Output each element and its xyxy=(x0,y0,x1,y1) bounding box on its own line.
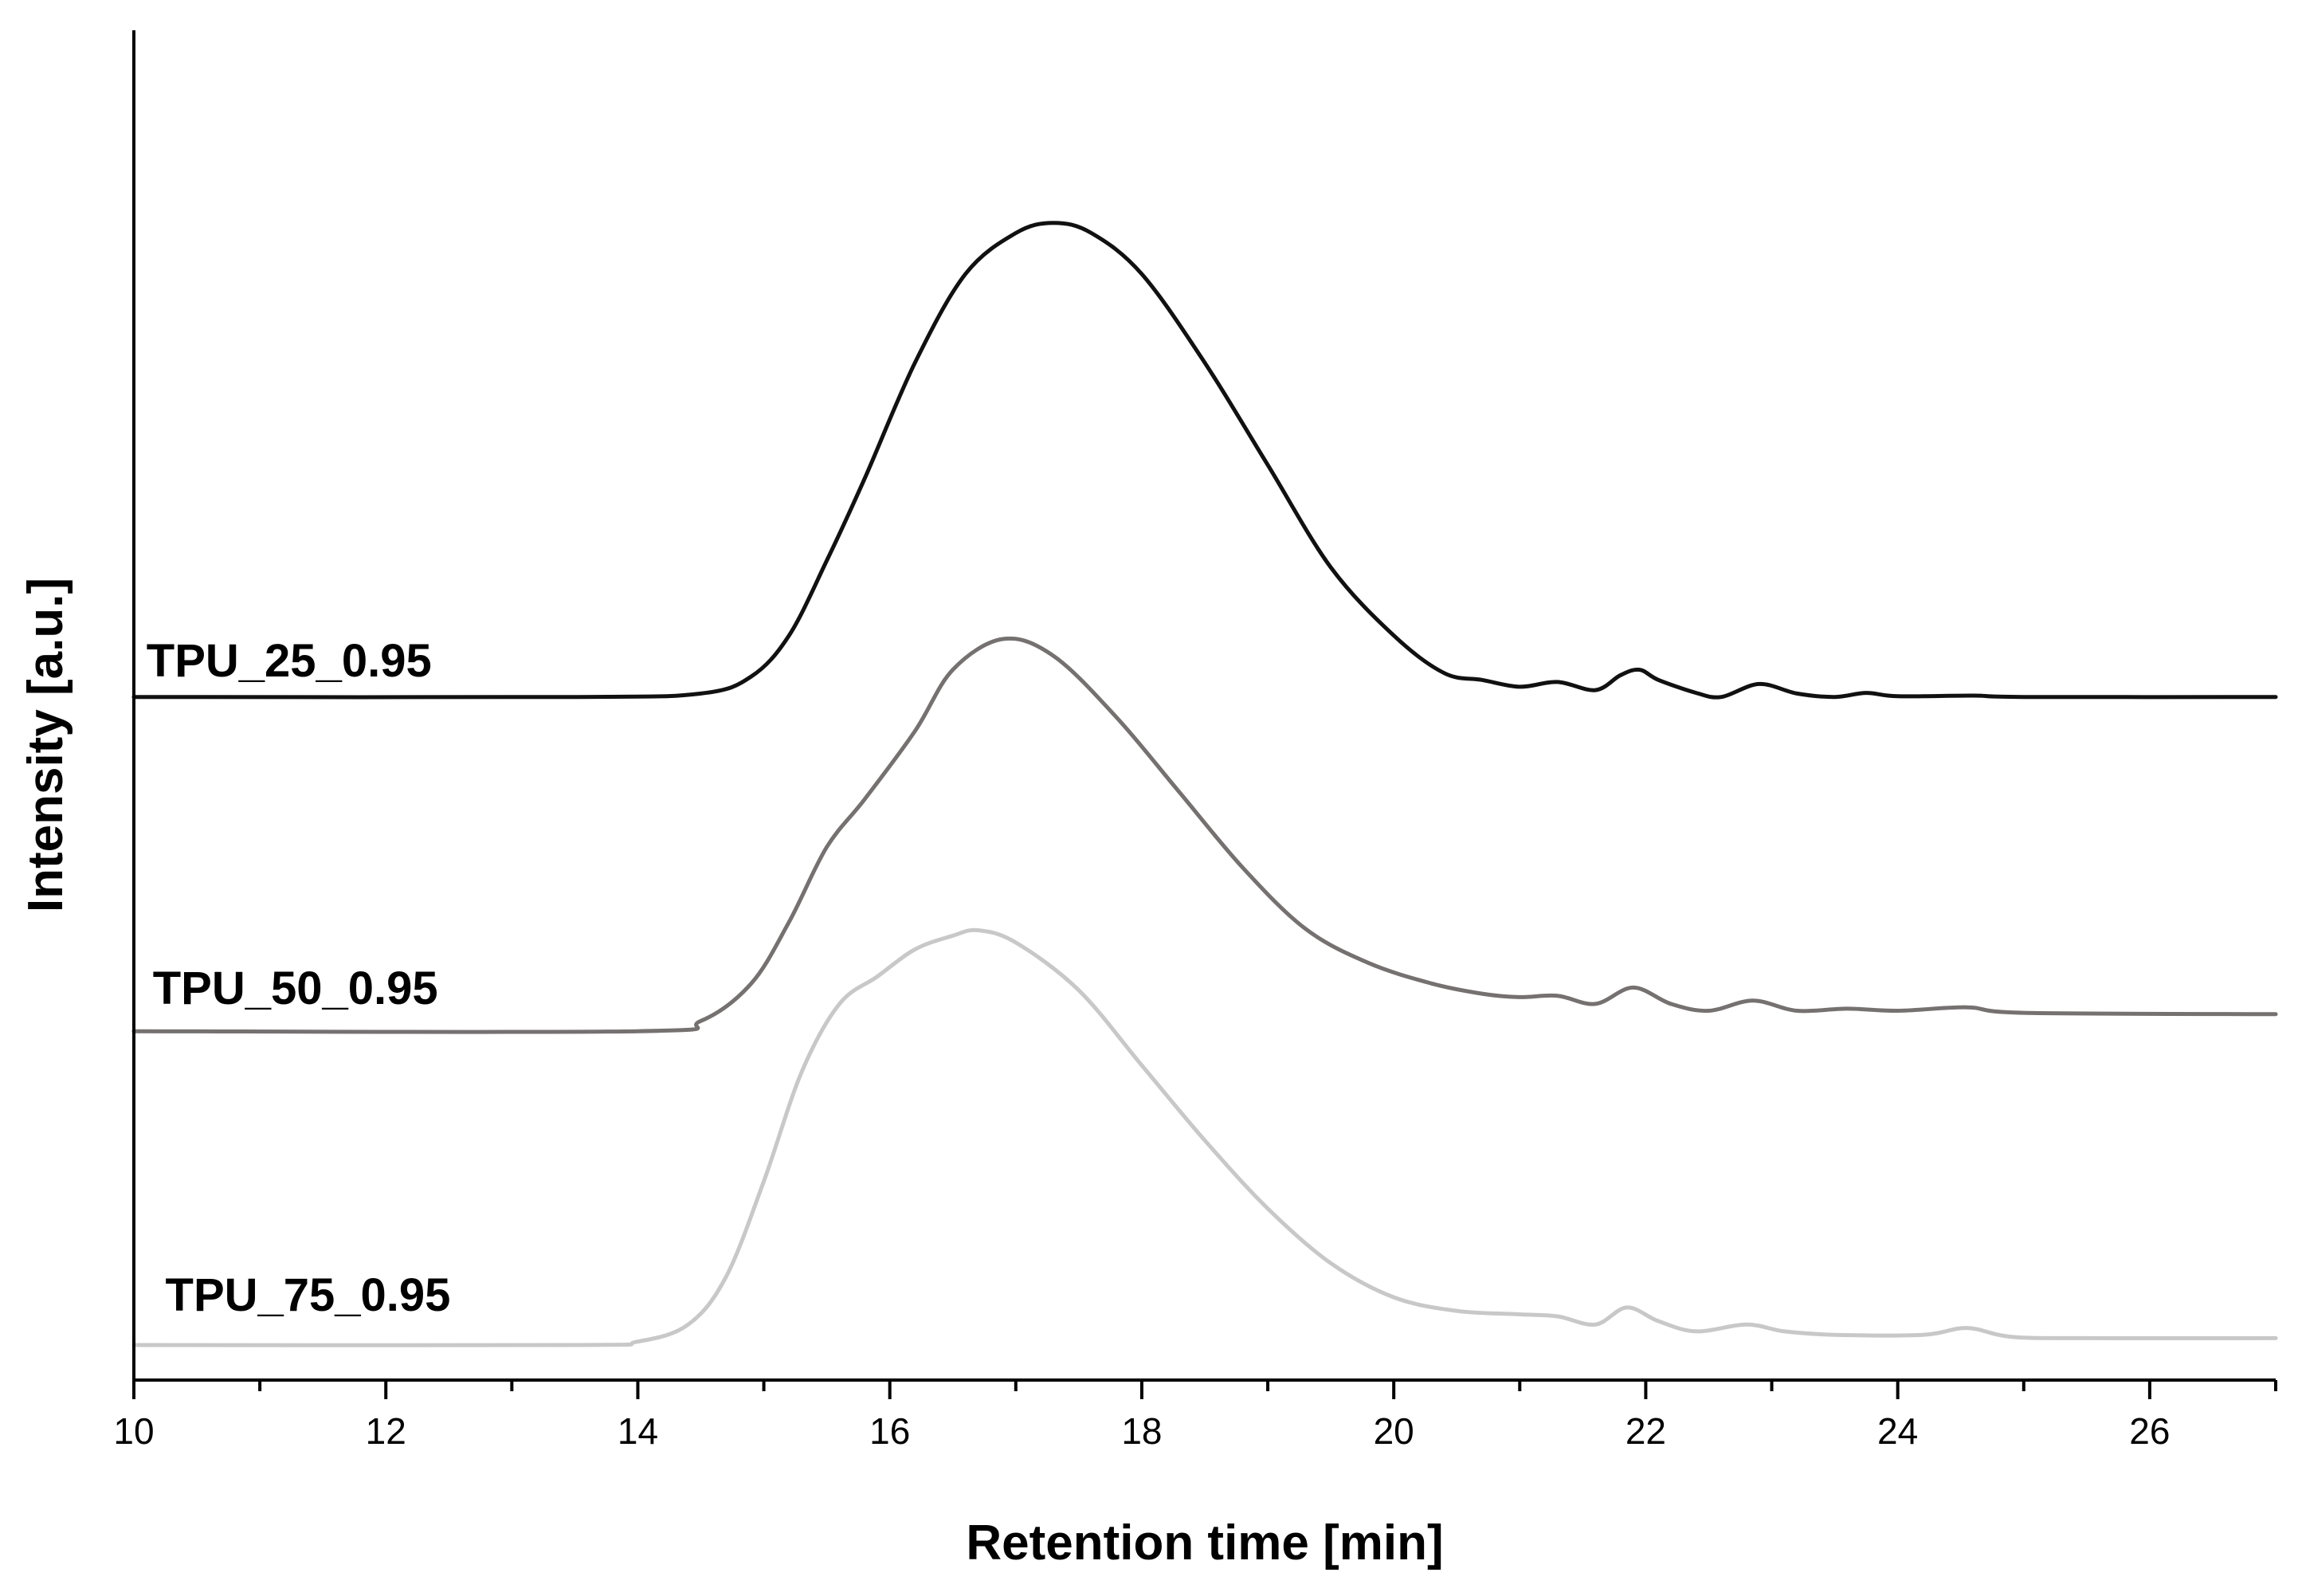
x-tick-label: 26 xyxy=(2129,1410,2170,1452)
series-line-tpu_75_0.95 xyxy=(131,927,2278,1347)
x-tick-label: 14 xyxy=(618,1410,658,1452)
series-label-tpu_75_0.95: TPU_75_0.95 xyxy=(166,1269,451,1321)
x-axis-title: Retention time [min] xyxy=(966,1516,1443,1571)
series-label-tpu_50_0.95: TPU_50_0.95 xyxy=(153,963,438,1014)
series-line-tpu_25_0.95 xyxy=(131,221,2278,700)
series-labels: TPU_25_0.95 TPU_50_0.95 TPU_75_0.95 xyxy=(147,635,451,1321)
series-label-tpu_25_0.95: TPU_25_0.95 xyxy=(147,635,432,687)
y-axis-title: Intensity [a.u.] xyxy=(18,578,73,912)
x-tick-label: 18 xyxy=(1121,1410,1162,1452)
x-axis-ticks: 10 12 14 16 18 20 22 24 26 xyxy=(113,1380,2277,1452)
series-line-tpu_50_0.95 xyxy=(131,636,2278,1034)
x-tick-label: 20 xyxy=(1374,1410,1414,1452)
series-lines xyxy=(131,221,2278,1347)
x-tick-label: 16 xyxy=(869,1410,910,1452)
x-tick-label: 12 xyxy=(366,1410,406,1452)
x-tick-label: 24 xyxy=(1877,1410,1918,1452)
x-tick-label: 22 xyxy=(1626,1410,1666,1452)
x-tick-label: 10 xyxy=(113,1410,154,1452)
